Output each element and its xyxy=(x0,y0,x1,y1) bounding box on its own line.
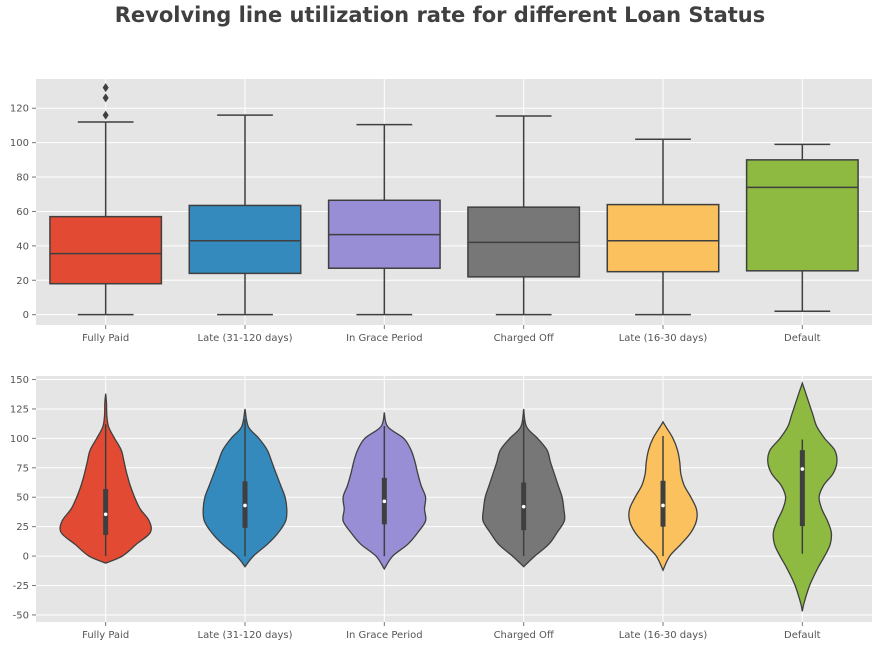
y-tick-label: -25 xyxy=(13,581,29,592)
x-tick-label: Charged Off xyxy=(494,333,555,344)
x-tick-label: Default xyxy=(784,630,821,641)
box-fully-paid xyxy=(49,83,163,316)
box-in-grace-period xyxy=(327,123,441,316)
plot-background xyxy=(36,79,872,325)
x-tick-label: In Grace Period xyxy=(346,333,422,344)
x-tick-label: Late (31-120 days) xyxy=(198,630,293,641)
y-tick-label: 100 xyxy=(10,434,29,445)
y-tick-label: -50 xyxy=(13,610,29,621)
y-tick-label: 0 xyxy=(23,310,29,321)
outlier-point xyxy=(102,83,109,93)
violin-median-dot xyxy=(103,512,108,517)
figure-title: Revolving line utilization rate for diff… xyxy=(115,3,766,27)
outlier-point xyxy=(102,110,109,120)
box-charged-off xyxy=(467,115,581,316)
x-tick-label: Late (16-30 days) xyxy=(619,333,708,344)
y-tick-label: 120 xyxy=(10,104,29,115)
plot-background xyxy=(36,376,872,622)
violin-plot-panel: -50 -25 0 25 50 75 100 125 150 Fully Paid Late (31… xyxy=(10,375,872,641)
violin-iqr-bar xyxy=(103,488,109,535)
y-tick-label: 100 xyxy=(10,138,29,149)
violin-fully-paid xyxy=(59,393,152,564)
violin-late-16-30-days xyxy=(628,420,698,572)
box-late-31-120-days xyxy=(188,114,302,316)
y-tick-label: 60 xyxy=(16,207,29,218)
y-tick-label: 20 xyxy=(16,276,29,287)
violin-iqr-bar xyxy=(799,450,805,527)
violin-median-dot xyxy=(521,504,526,509)
y-tick-label: 40 xyxy=(16,241,29,252)
outlier-point xyxy=(102,93,109,103)
x-tick-label: Default xyxy=(784,333,821,344)
y-tick-label: 50 xyxy=(16,493,29,504)
violin-median-dot xyxy=(382,499,387,504)
x-tick-label: Late (31-120 days) xyxy=(198,333,293,344)
violin-charged-off xyxy=(481,408,566,568)
x-tick-label: Late (16-30 days) xyxy=(619,630,708,641)
y-tick-label: 150 xyxy=(10,375,29,386)
x-tick-label: Charged Off xyxy=(494,630,555,641)
x-tick-label: Fully Paid xyxy=(82,333,129,344)
y-tick-label: 80 xyxy=(16,173,29,184)
y-tick-label: 125 xyxy=(10,404,29,415)
violin-in-grace-period xyxy=(342,412,427,571)
box-late-16-30-days xyxy=(606,138,720,316)
box-iqr xyxy=(745,159,859,272)
y-tick-label: 75 xyxy=(16,463,29,474)
violin-median-dot xyxy=(243,503,247,508)
box-iqr xyxy=(49,215,163,285)
violin-median-dot xyxy=(800,467,805,471)
y-tick-label: 0 xyxy=(23,552,29,563)
violin-late-31-120-days xyxy=(202,408,288,568)
box-iqr xyxy=(606,203,720,273)
x-tick-label: In Grace Period xyxy=(346,630,422,641)
violin-default xyxy=(767,381,838,612)
y-tick-label: 25 xyxy=(16,522,29,533)
x-tick-label: Fully Paid xyxy=(82,630,129,641)
box-plot-panel: 0 20 40 60 80 100 120 Fully Paid Late (31-120 da… xyxy=(10,79,872,344)
box-default xyxy=(745,143,859,312)
box-iqr xyxy=(188,204,302,275)
violin-median-dot xyxy=(661,503,665,508)
